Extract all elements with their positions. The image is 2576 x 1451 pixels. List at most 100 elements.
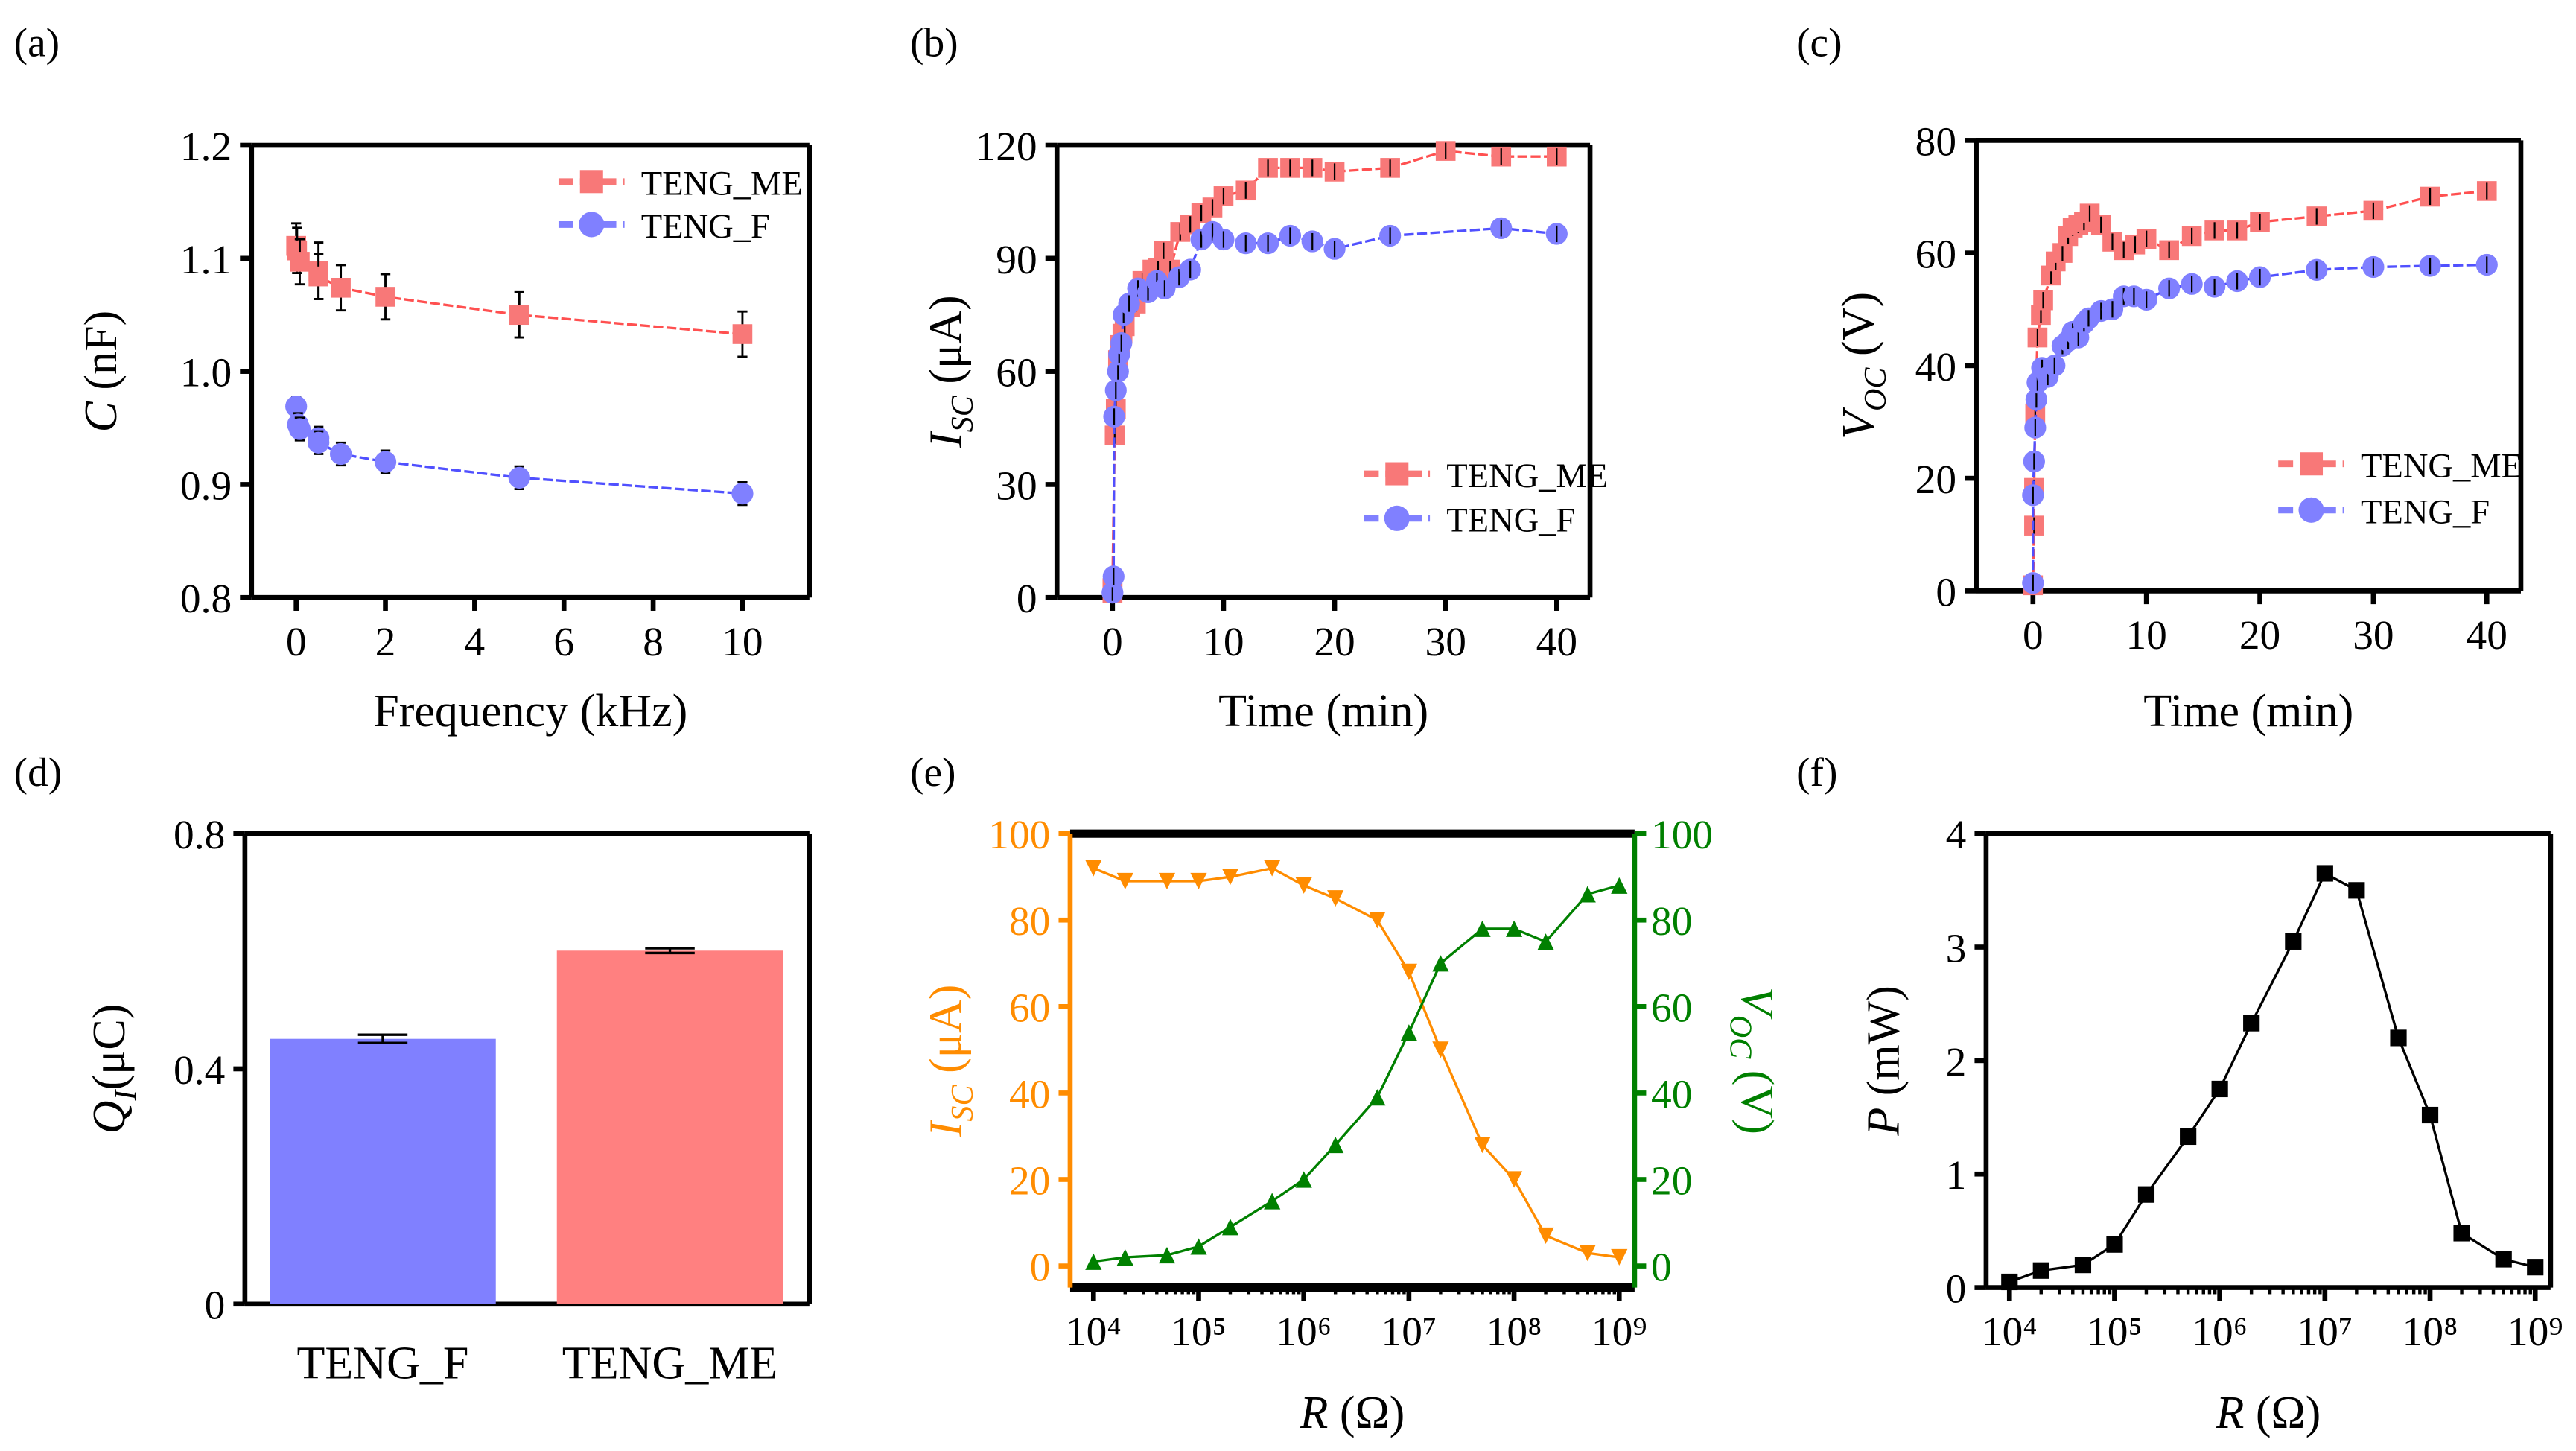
series-line	[1093, 884, 1620, 1263]
data-point-triangle-up	[1295, 1171, 1312, 1188]
y-tick-label: 0.4	[174, 1047, 225, 1093]
legend-label: TENG_F	[1446, 502, 1575, 540]
data-point-square	[1385, 462, 1409, 486]
ylabel-symbol: I	[921, 1119, 972, 1137]
legend-label: TENG_F	[2361, 494, 2490, 532]
x-axis-label: Time (min)	[1218, 686, 1428, 737]
data-point-circle	[508, 466, 530, 489]
error-bar	[645, 947, 695, 955]
series-line	[1093, 866, 1620, 1259]
y-tick-label: 1.0	[180, 350, 232, 396]
data-point-triangle-up	[1327, 1136, 1344, 1154]
data-point-triangle-up	[1611, 877, 1628, 894]
panel-d: (d) 0 0.4 0.8 QI(μC) TENG_F TENG_ME	[14, 749, 812, 1388]
legend-label: TENG_ME	[2361, 447, 2522, 485]
series-line	[2009, 871, 2536, 1283]
ylabel-symbol: V	[1834, 407, 1884, 439]
x-category-label: TENG_F	[296, 1338, 468, 1388]
panel-label: (c)	[1796, 19, 1842, 65]
x-tick-label: 10⁷	[1381, 1309, 1437, 1354]
data-point-triangle-down	[1295, 877, 1312, 894]
panel-c: (c) 0 20 40 60 80 VOC (V) 0 10 20 30 40 Time (min) TE…	[1796, 19, 2524, 737]
data-point-triangle-up	[1085, 1253, 1102, 1270]
y-tick-label: 0	[1936, 569, 1956, 615]
data-point-triangle-up	[1116, 1248, 1133, 1266]
ylabel-subscript: SC	[945, 1085, 980, 1122]
y-tick-label: 90	[996, 237, 1037, 282]
xlabel-unit: (Ω)	[1328, 1388, 1405, 1438]
data-point-triangle-down	[1400, 963, 1417, 980]
ylabel-unit: (μA)	[921, 985, 972, 1085]
data-point-square	[375, 287, 395, 307]
series-TENG_F: TENG_F	[2022, 253, 2498, 594]
data-point-triangle-up	[1579, 886, 1596, 903]
data-point-triangle-up	[1369, 1089, 1386, 1106]
panel-label: (f)	[1796, 749, 1837, 795]
data-point-square	[2211, 1080, 2228, 1098]
y-tick-label: 1.1	[180, 237, 232, 282]
y-tick-label: 3	[1946, 925, 1967, 971]
ylabel-unit: (V)	[1731, 1058, 1782, 1134]
data-point-triangle-down	[1116, 872, 1133, 890]
x-axis-label: Frequency (kHz)	[373, 686, 687, 737]
x-tick-label: 10⁷	[2297, 1309, 2353, 1354]
data-point-square	[2390, 1029, 2407, 1047]
x-tick-label: 10⁸	[2402, 1309, 2458, 1354]
data-point-square	[2001, 1273, 2018, 1291]
data-point-triangle-down	[1474, 1136, 1491, 1154]
xlabel-symbol: R	[1300, 1388, 1329, 1438]
y-tick-label: 2	[1946, 1039, 1967, 1085]
ylabel-subscript: I	[109, 1089, 144, 1102]
y-tick-label: 4	[1946, 812, 1967, 857]
data-point-triangle-down	[1085, 860, 1102, 877]
y-tick-label: 80	[1915, 118, 1956, 164]
x-tick-label: 10	[2125, 612, 2166, 658]
xlabel-unit: (Ω)	[2244, 1388, 2321, 1438]
ylabel-symbol: V	[1731, 987, 1782, 1020]
panel-label: (a)	[14, 19, 60, 65]
series-TENG_ME: TENG_ME	[286, 165, 803, 358]
x-tick-label: 2	[375, 619, 396, 664]
y-tick-label: 1.2	[180, 124, 232, 169]
data-point-square	[509, 305, 529, 326]
x-axis-label: R (Ω)	[1300, 1388, 1405, 1438]
data-point-circle	[579, 212, 605, 238]
ylabel-subscript: OC	[1723, 1015, 1758, 1059]
x-tick-label: 8	[643, 619, 664, 664]
data-point-triangle-up	[1221, 1219, 1239, 1236]
ylabel-unit: (V)	[1834, 292, 1884, 368]
ylabel-unit: (μA)	[921, 295, 972, 396]
x-tick-label: 0	[286, 619, 307, 664]
x-tick-label: 40	[1536, 619, 1577, 664]
y-tick-label: 0.8	[180, 576, 232, 621]
data-point-triangle-down	[1611, 1248, 1628, 1266]
y-tick-label: 60	[1009, 985, 1050, 1030]
x-tick-label: 10	[1203, 619, 1244, 664]
y-tick-label: 0.8	[174, 812, 225, 857]
data-point-triangle-down	[1158, 872, 1176, 890]
data-point-triangle-up	[1474, 920, 1491, 937]
panel-e: (e) 0 20 40 60 80 100 0 20 40 60 80 100 ISC (μA) VOC (…	[910, 749, 1782, 1438]
data-point-triangle-up	[1537, 933, 1554, 950]
data-point-square	[290, 252, 310, 272]
series-series-0	[1085, 860, 1628, 1266]
data-point-circle	[288, 418, 311, 440]
x-tick-label: 0	[1102, 619, 1123, 664]
y2-tick-label: 60	[1651, 985, 1692, 1030]
data-point-triangle-down	[1190, 872, 1207, 890]
xlabel-symbol: R	[2215, 1388, 2244, 1438]
x-tick-label: 10	[722, 619, 763, 664]
y-tick-label: 120	[976, 124, 1037, 169]
y-tick-label: 0	[1946, 1266, 1967, 1312]
data-point-square	[2106, 1236, 2123, 1253]
x-tick-label: 10⁴	[1982, 1309, 2038, 1354]
panel-label: (b)	[910, 19, 958, 65]
data-point-square	[2527, 1259, 2544, 1276]
ylabel-symbol: P	[1858, 1108, 1909, 1137]
data-point-triangle-down	[1327, 890, 1344, 907]
y-tick-label: 0	[1030, 1245, 1051, 1290]
ylabel-symbol: C	[76, 401, 127, 433]
series-TENG_F: TENG_F	[285, 208, 770, 507]
y2-axis-label: VOC (V)	[1723, 987, 1782, 1134]
data-point-square	[2285, 933, 2302, 950]
